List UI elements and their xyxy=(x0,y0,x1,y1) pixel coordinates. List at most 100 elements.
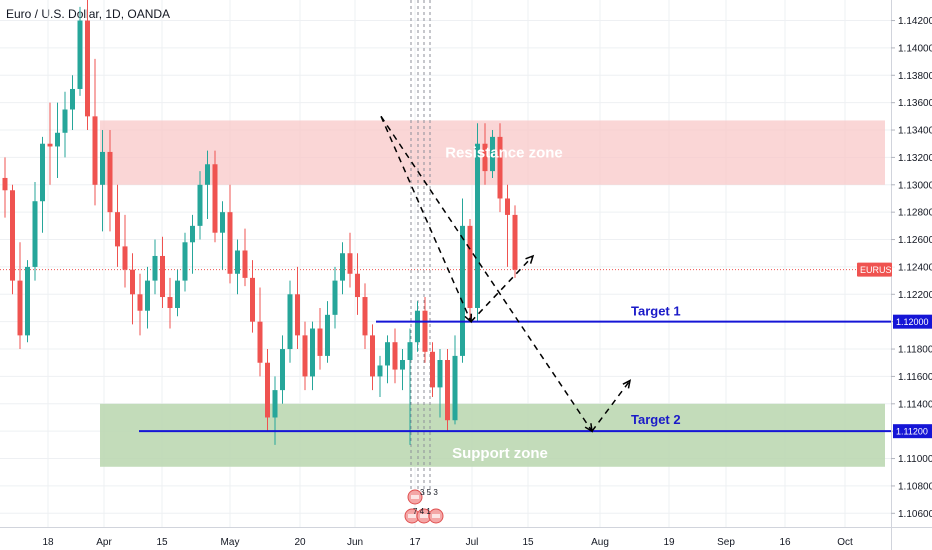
target-2-price-tag: 1.11200 xyxy=(896,427,928,437)
x-tick-label: Jun xyxy=(347,537,363,548)
support-zone xyxy=(100,403,885,467)
event-count-row2: 7 4 1 xyxy=(413,507,431,516)
last-price-tag: EURUSD xyxy=(860,265,899,275)
x-tick-label: 19 xyxy=(663,537,675,548)
candle-body xyxy=(227,212,233,274)
target-1-price-tag-box xyxy=(893,314,932,329)
candle-body xyxy=(355,273,360,298)
candle-body xyxy=(340,253,345,281)
event-count-row1: 3 5 3 xyxy=(420,488,438,497)
candle-body xyxy=(40,143,45,202)
candle-body xyxy=(482,143,488,172)
candle-body xyxy=(385,342,390,366)
candle-body xyxy=(145,280,150,311)
support-zone-label: Support zone xyxy=(452,445,548,462)
candle-body xyxy=(100,151,105,185)
candle-body xyxy=(62,109,68,133)
candle-body xyxy=(430,351,435,388)
candle-body xyxy=(175,280,180,308)
projection-arrow-4-head xyxy=(622,379,632,389)
y-tick-label: 1.11600 xyxy=(898,372,932,383)
projection-arrow-3 xyxy=(380,115,593,432)
candle-body xyxy=(362,297,368,336)
y-tick-label: 1.13200 xyxy=(898,153,932,164)
candle-body xyxy=(310,328,315,377)
candle-body xyxy=(122,246,128,270)
candle-body xyxy=(85,20,90,117)
y-tick-label: 1.12200 xyxy=(898,290,932,301)
candle-body xyxy=(17,280,23,336)
candle-body xyxy=(295,294,300,336)
x-tick-label: 20 xyxy=(294,537,306,548)
candle-body xyxy=(190,225,195,243)
candle-body xyxy=(445,360,450,421)
candle-body xyxy=(257,321,263,363)
candle-body xyxy=(92,116,98,185)
candle-body xyxy=(55,132,60,147)
candle-body xyxy=(10,190,15,281)
x-tick-label: Apr xyxy=(96,537,112,548)
candle-body xyxy=(205,164,210,185)
candle-body xyxy=(325,314,330,356)
target-2-label: Target 2 xyxy=(631,412,681,427)
candle-body xyxy=(167,297,173,308)
candle-body xyxy=(497,136,503,199)
target-1-price-tag: 1.12000 xyxy=(896,317,929,327)
candle-body xyxy=(25,266,30,336)
event-flag-icon-stripe xyxy=(420,514,428,518)
candle-body xyxy=(212,164,218,233)
event-flag-icon-stripe xyxy=(432,514,440,518)
y-tick-label: 1.13000 xyxy=(898,180,932,191)
y-tick-label: 1.11400 xyxy=(898,399,932,410)
candle-body xyxy=(152,255,158,281)
candle-body xyxy=(130,269,135,295)
y-tick-label: 1.13800 xyxy=(898,71,932,82)
event-flag-icon-stripe xyxy=(408,514,416,518)
y-tick-label: 1.13400 xyxy=(898,126,932,137)
x-tick-label: Sep xyxy=(717,537,735,548)
candle-body xyxy=(220,212,225,233)
candle-body xyxy=(332,280,338,315)
candle-body xyxy=(505,198,510,215)
candle-body xyxy=(47,143,53,147)
y-tick-label: 1.10600 xyxy=(898,509,932,520)
candle-body xyxy=(407,342,413,361)
candle-body xyxy=(490,136,495,172)
x-tick-label: 16 xyxy=(779,537,791,548)
candle-body xyxy=(280,349,285,391)
candle-body xyxy=(182,242,188,281)
candle-body xyxy=(460,225,465,356)
candle-body xyxy=(107,151,113,213)
x-tick-label: 18 xyxy=(42,537,54,548)
y-tick-label: 1.12400 xyxy=(898,262,932,273)
candle-body xyxy=(422,310,428,352)
candle-body xyxy=(32,201,38,267)
chart-title: Euro / U.S. Dollar, 1D, OANDA xyxy=(6,7,171,21)
candle-body xyxy=(317,328,323,356)
candle-body xyxy=(70,88,75,110)
y-tick-label: 1.10800 xyxy=(898,481,932,492)
candle-body xyxy=(415,310,420,343)
x-tick-label: May xyxy=(221,537,240,548)
y-tick-label: 1.11000 xyxy=(898,454,932,465)
candle-body xyxy=(392,342,398,370)
candle-body xyxy=(115,212,120,247)
y-tick-label: 1.14000 xyxy=(898,43,932,54)
y-tick-label: 1.12600 xyxy=(898,235,932,246)
candle-body xyxy=(377,365,383,377)
y-tick-label: 1.12800 xyxy=(898,208,932,219)
candle-body xyxy=(475,143,480,308)
candle-body xyxy=(265,362,270,418)
candle-body xyxy=(77,20,83,89)
candle-body xyxy=(197,184,203,226)
x-tick-label: Aug xyxy=(591,537,609,548)
candle-body xyxy=(235,250,240,274)
candle-body xyxy=(467,225,473,308)
candle-body xyxy=(400,360,405,370)
last-price-tag-box xyxy=(857,262,892,277)
candle-body xyxy=(2,177,8,191)
projection-arrow-1 xyxy=(380,116,472,322)
x-tick-label: 17 xyxy=(409,537,421,548)
